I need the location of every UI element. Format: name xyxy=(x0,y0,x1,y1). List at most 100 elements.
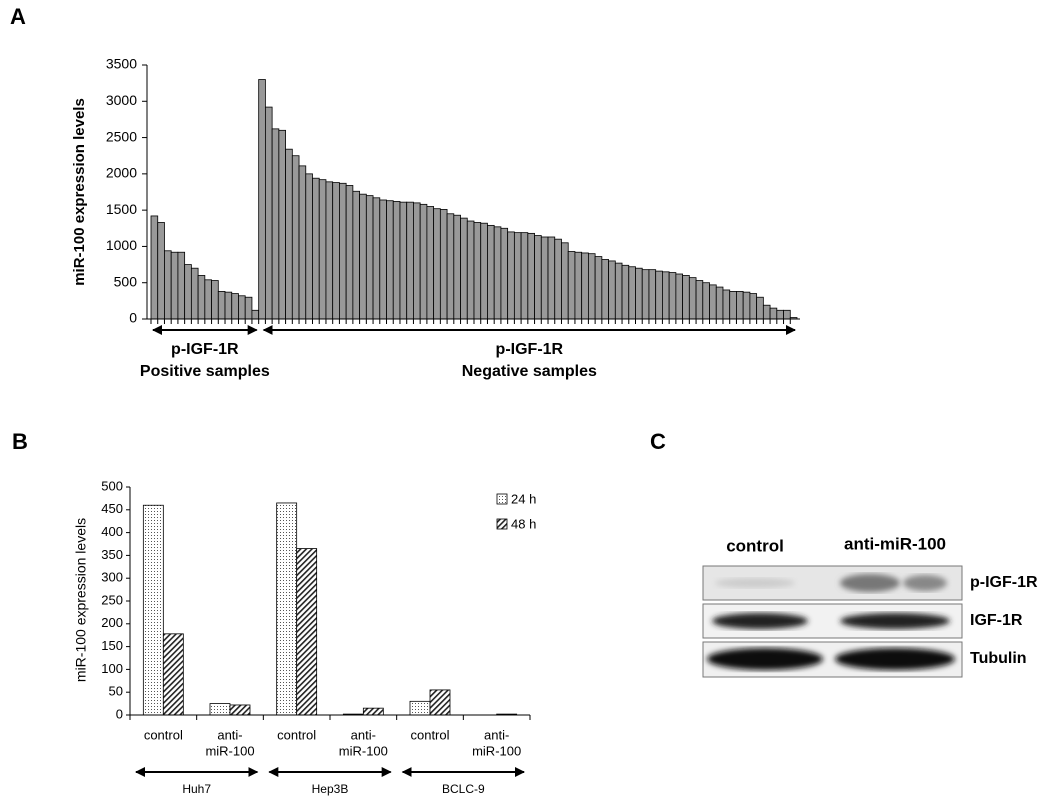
y-axis-label: miR-100 expression levels xyxy=(73,518,89,682)
legend-label: 24 h xyxy=(511,491,536,506)
bar xyxy=(688,277,697,320)
row-label: Tubulin xyxy=(970,650,1027,667)
band xyxy=(715,578,795,588)
x-tick-label: miR-100 xyxy=(472,743,521,758)
legend-label: 48 h xyxy=(511,516,536,531)
y-tick-label: 2000 xyxy=(106,165,137,181)
bar xyxy=(480,222,488,320)
band xyxy=(840,613,950,629)
bar xyxy=(648,269,657,320)
legend-swatch xyxy=(496,518,508,530)
x-tick-label: miR-100 xyxy=(339,743,388,758)
bar xyxy=(312,177,320,320)
bar xyxy=(276,502,298,716)
bar xyxy=(695,280,704,320)
bar xyxy=(460,217,468,320)
bar xyxy=(162,633,184,716)
bar xyxy=(426,206,435,320)
bar xyxy=(359,193,367,320)
bar xyxy=(601,259,609,320)
bar xyxy=(614,262,623,320)
bar xyxy=(446,213,455,320)
bar xyxy=(291,155,300,320)
y-tick-label: 0 xyxy=(129,310,137,326)
y-tick-label: 0 xyxy=(116,706,123,721)
x-tick-label: anti- xyxy=(217,727,242,742)
bar xyxy=(520,232,529,320)
bar xyxy=(736,291,744,320)
y-tick-label: 150 xyxy=(101,638,123,653)
bar xyxy=(251,309,260,320)
group-label: Hep3B xyxy=(312,782,349,796)
bar xyxy=(641,269,650,320)
x-tick-label: control xyxy=(410,727,449,742)
bar xyxy=(776,309,784,320)
bar xyxy=(742,291,751,320)
bar xyxy=(204,279,212,320)
bar xyxy=(635,267,643,320)
bar xyxy=(534,235,542,320)
legend-swatch xyxy=(496,493,508,505)
y-tick-label: 200 xyxy=(101,615,123,630)
bar xyxy=(655,270,663,320)
bar xyxy=(709,284,717,320)
bar xyxy=(392,201,401,320)
bar xyxy=(197,275,206,320)
panel-label: C xyxy=(650,429,666,454)
bar xyxy=(715,286,724,320)
band xyxy=(835,648,955,670)
bar xyxy=(296,548,318,716)
y-tick-label: 400 xyxy=(101,524,123,539)
group-label: BCLC-9 xyxy=(442,782,485,796)
band xyxy=(903,575,947,591)
bar xyxy=(298,165,307,320)
bar xyxy=(574,251,583,320)
group-label: Huh7 xyxy=(182,782,211,796)
y-tick-label: 100 xyxy=(101,661,123,676)
bar xyxy=(285,148,293,320)
bar xyxy=(668,272,677,320)
bar xyxy=(271,128,280,320)
y-tick-label: 3500 xyxy=(106,56,137,72)
bar xyxy=(594,256,603,320)
bar xyxy=(190,267,199,320)
bar xyxy=(372,197,381,320)
y-tick-label: 450 xyxy=(101,501,123,516)
x-tick-label: control xyxy=(144,727,183,742)
bar xyxy=(675,273,684,320)
group-label: p-IGF-1R xyxy=(496,341,564,358)
panel-label: A xyxy=(10,4,26,29)
y-tick-label: 3000 xyxy=(106,92,137,108)
bar xyxy=(540,236,549,320)
x-tick-label: anti- xyxy=(484,727,509,742)
western-blot: C control anti-miR-100 p-IGF-1R IGF-1R T… xyxy=(650,429,1038,678)
group-label: Positive samples xyxy=(140,363,270,380)
bar xyxy=(339,182,347,320)
bar xyxy=(386,200,394,320)
bar xyxy=(608,260,616,320)
bar xyxy=(466,220,475,320)
y-tick-label: 350 xyxy=(101,547,123,562)
band xyxy=(712,613,808,629)
bar xyxy=(229,704,251,716)
bar xyxy=(231,293,239,320)
bar xyxy=(561,242,569,320)
bar xyxy=(305,173,313,320)
bar xyxy=(352,190,361,320)
group-label: p-IGF-1R xyxy=(171,341,239,358)
bar xyxy=(325,181,334,320)
bar xyxy=(413,202,421,320)
bar xyxy=(769,307,778,320)
bar xyxy=(238,295,246,320)
bar xyxy=(399,201,408,320)
bar xyxy=(209,703,231,716)
bar xyxy=(406,201,414,320)
bar xyxy=(621,264,630,320)
bar xyxy=(513,232,522,320)
bar xyxy=(453,214,461,320)
bar xyxy=(783,309,791,320)
bar xyxy=(332,182,340,320)
bar xyxy=(224,291,233,320)
bar xyxy=(379,199,387,320)
